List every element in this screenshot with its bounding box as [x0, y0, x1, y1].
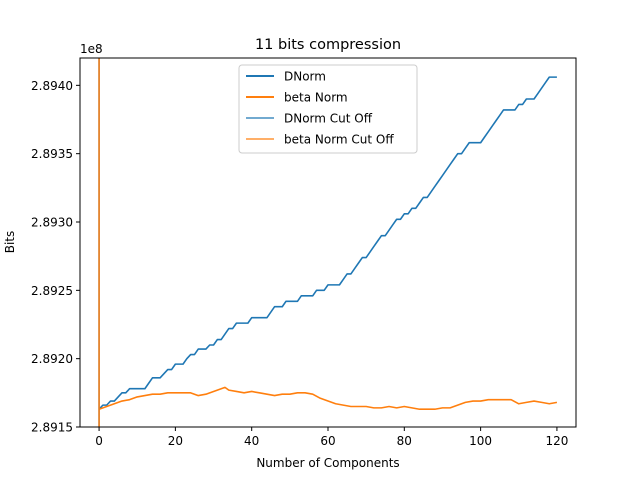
y-tick-label: 2.8935	[31, 147, 73, 161]
x-tick-label: 80	[397, 434, 412, 448]
beta-norm-line	[98, 386, 558, 411]
x-tick-label: 60	[320, 434, 335, 448]
dnorm-line	[98, 76, 557, 410]
y-tick-label: 2.8920	[31, 352, 73, 366]
y-tick-label: 2.8925	[31, 284, 73, 298]
legend-label-beta-norm: beta Norm	[284, 91, 348, 105]
x-tick-label: 100	[469, 434, 492, 448]
plot-area	[98, 58, 558, 427]
x-tick-label: 0	[95, 434, 103, 448]
legend-label-beta-norm-cut-off: beta Norm Cut Off	[284, 133, 394, 147]
axes-frame	[79, 57, 577, 428]
x-tick-label: 20	[168, 434, 183, 448]
y-tick-label: 2.8940	[31, 79, 73, 93]
x-axis-label: Number of Components	[256, 456, 399, 470]
y-tick-label: 2.8930	[31, 216, 73, 230]
x-tick-label: 120	[545, 434, 568, 448]
y-axis-ticks: 2.8915 2.8920 2.8925 2.8930 2.8935 2.8940	[31, 79, 80, 435]
legend-label-dnorm-cut-off: DNorm Cut Off	[284, 112, 373, 126]
legend-box	[238, 64, 418, 154]
legend: DNorm beta Norm DNorm Cut Off beta Norm Cut…	[238, 64, 418, 154]
y-axis-label: Bits	[3, 231, 17, 254]
y-tick-label: 2.8915	[31, 421, 73, 435]
chart-title: 11 bits compression	[255, 37, 401, 53]
x-tick-label: 40	[244, 434, 259, 448]
legend-label-dnorm: DNorm	[284, 70, 326, 84]
y-offset-text: 1e8	[80, 42, 103, 56]
x-axis-ticks: 0 20 40 60 80 100 120	[95, 427, 568, 448]
